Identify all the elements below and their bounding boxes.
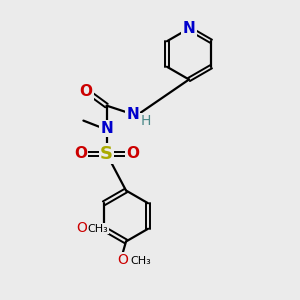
Text: O: O <box>126 146 139 161</box>
Text: O: O <box>118 253 128 267</box>
Text: O: O <box>76 221 87 235</box>
Text: N: N <box>183 21 195 36</box>
Text: H: H <box>140 114 151 128</box>
Text: O: O <box>80 84 93 99</box>
Bar <box>100 148 113 159</box>
Text: S: S <box>100 145 113 163</box>
Text: N: N <box>100 121 113 136</box>
Text: N: N <box>127 107 139 122</box>
Text: CH₃: CH₃ <box>130 256 151 266</box>
Text: O: O <box>74 146 87 161</box>
Text: CH₃: CH₃ <box>88 224 109 234</box>
